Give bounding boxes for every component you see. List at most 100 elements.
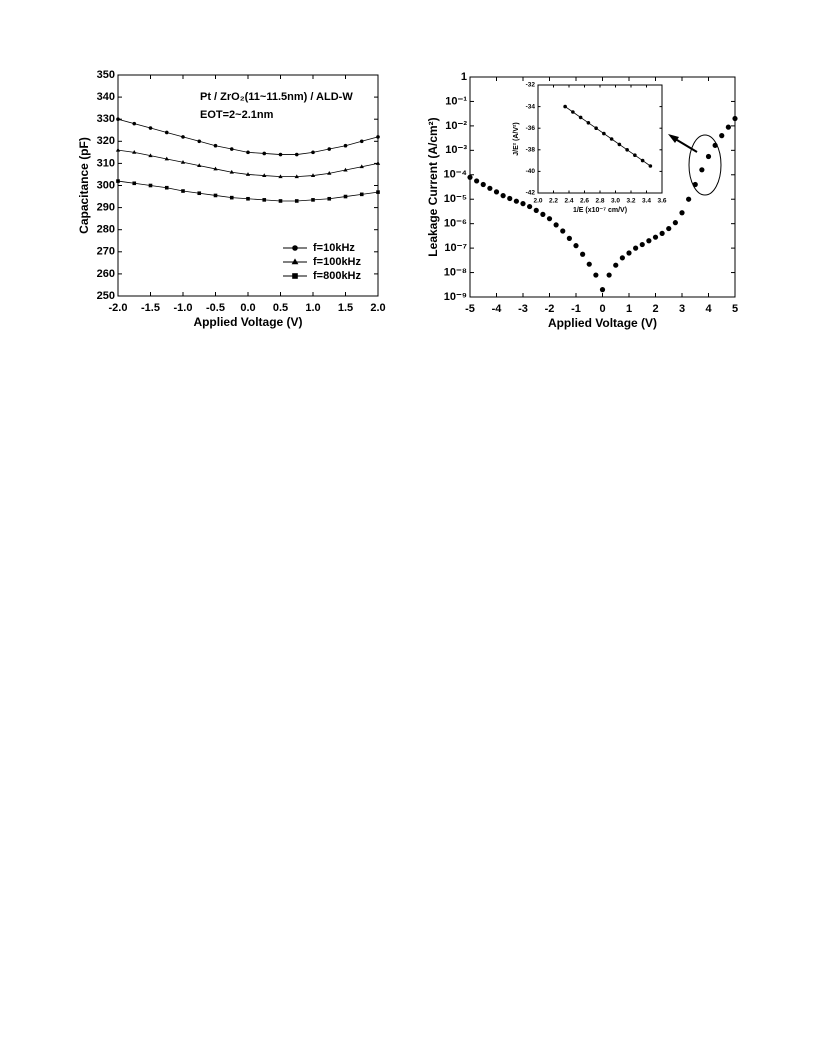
data-point <box>311 150 315 155</box>
annotation: EOT=2~2.1nm <box>200 109 274 121</box>
x-tick-label: 2.2 <box>549 198 558 205</box>
data-point <box>246 150 250 155</box>
data-point <box>262 151 267 156</box>
data-point <box>725 124 731 130</box>
data-point <box>626 250 632 256</box>
data-point <box>229 147 234 151</box>
data-point <box>213 166 218 171</box>
data-point <box>132 150 137 154</box>
y-axis-label: J/E² (A/V²) <box>513 122 520 155</box>
data-point <box>686 196 692 202</box>
legend-marker <box>291 258 299 265</box>
x-tick-label: 1.5 <box>338 302 353 314</box>
y-tick-label: 310 <box>97 157 115 169</box>
data-point <box>294 152 299 157</box>
y-tick-label: 340 <box>97 91 115 103</box>
data-point <box>132 121 137 126</box>
data-point <box>546 216 553 222</box>
y-tick-label: -38 <box>526 147 536 154</box>
data-point <box>602 131 606 136</box>
annotation-shapes <box>668 134 722 196</box>
x-tick-label: 3.0 <box>611 198 620 205</box>
y-tick-label: 10⁻³ <box>445 144 467 156</box>
data-point <box>617 142 622 147</box>
data-point <box>164 130 169 135</box>
data-point <box>343 194 348 199</box>
x-tick-label: 0 <box>599 303 605 315</box>
data-point <box>633 245 639 251</box>
x-axis-label: 1/E (x10⁻⁷ cm/V) <box>573 207 627 214</box>
data-point <box>376 190 380 194</box>
y-tick-label: 10⁻⁴ <box>444 169 467 181</box>
data-point <box>229 195 234 200</box>
data-point <box>294 199 299 203</box>
data-point <box>609 137 614 141</box>
data-point <box>148 183 153 188</box>
data-point <box>480 181 486 188</box>
y-tick-label: -40 <box>526 168 536 175</box>
data-point <box>132 181 137 186</box>
y-tick-label: 10⁻² <box>445 120 467 132</box>
data-point <box>507 195 513 202</box>
data-point <box>652 234 659 240</box>
y-tick-label: 280 <box>97 224 115 236</box>
y-tick-label: -32 <box>526 82 536 89</box>
data-point <box>705 153 712 160</box>
data-point <box>533 207 539 213</box>
data-point <box>359 164 364 169</box>
x-tick-label: -1.5 <box>141 302 160 314</box>
data-point <box>613 262 619 268</box>
data-point <box>513 198 519 204</box>
data-point <box>540 211 546 217</box>
x-tick-label: 3.2 <box>626 198 635 205</box>
data-point <box>278 199 283 203</box>
y-tick-label: 10⁻⁷ <box>444 242 467 254</box>
data-point <box>580 251 586 257</box>
data-point <box>229 169 234 174</box>
data-point <box>625 148 629 152</box>
data-point <box>619 255 625 261</box>
x-tick-label: 3.4 <box>642 198 651 205</box>
x-tick-label: 2.6 <box>580 198 589 205</box>
x-tick-label: -5 <box>465 303 475 315</box>
data-point <box>359 192 364 197</box>
y-tick-label: 250 <box>97 290 115 302</box>
plot-frame <box>537 84 663 194</box>
data-point <box>474 178 480 184</box>
data-point <box>181 135 185 139</box>
data-point <box>527 203 533 210</box>
x-tick-label: -1 <box>571 303 581 315</box>
data-point <box>719 133 725 139</box>
data-point <box>487 185 493 191</box>
data-point <box>500 193 506 199</box>
highlight-ellipse <box>688 134 722 196</box>
y-tick-label: 10⁻¹ <box>445 95 467 107</box>
data-point <box>327 171 332 175</box>
x-tick-label: 5 <box>732 303 738 315</box>
data-point <box>116 179 120 183</box>
data-point <box>566 235 572 241</box>
data-point <box>197 163 202 168</box>
data-point <box>115 147 121 152</box>
legend-label: f=800kHz <box>313 270 362 282</box>
x-axis-label: Applied Voltage (V) <box>548 316 657 330</box>
data-point <box>197 139 202 144</box>
data-point <box>376 135 380 139</box>
data-point <box>327 196 332 201</box>
y-tick-label: 10⁻⁶ <box>444 218 467 230</box>
legend-marker <box>292 273 298 279</box>
data-point <box>278 152 283 157</box>
data-point <box>593 272 599 278</box>
y-tick-label: 270 <box>97 246 115 258</box>
data-point <box>493 189 500 195</box>
data-point <box>640 158 645 163</box>
plot-frame <box>117 74 379 297</box>
x-tick-label: -4 <box>492 303 503 315</box>
data-point <box>116 117 120 121</box>
y-tick-label: 350 <box>97 69 115 81</box>
y-tick-label: -34 <box>526 103 536 110</box>
data-point <box>343 167 348 172</box>
data-point <box>732 115 738 122</box>
data-point <box>672 220 678 226</box>
